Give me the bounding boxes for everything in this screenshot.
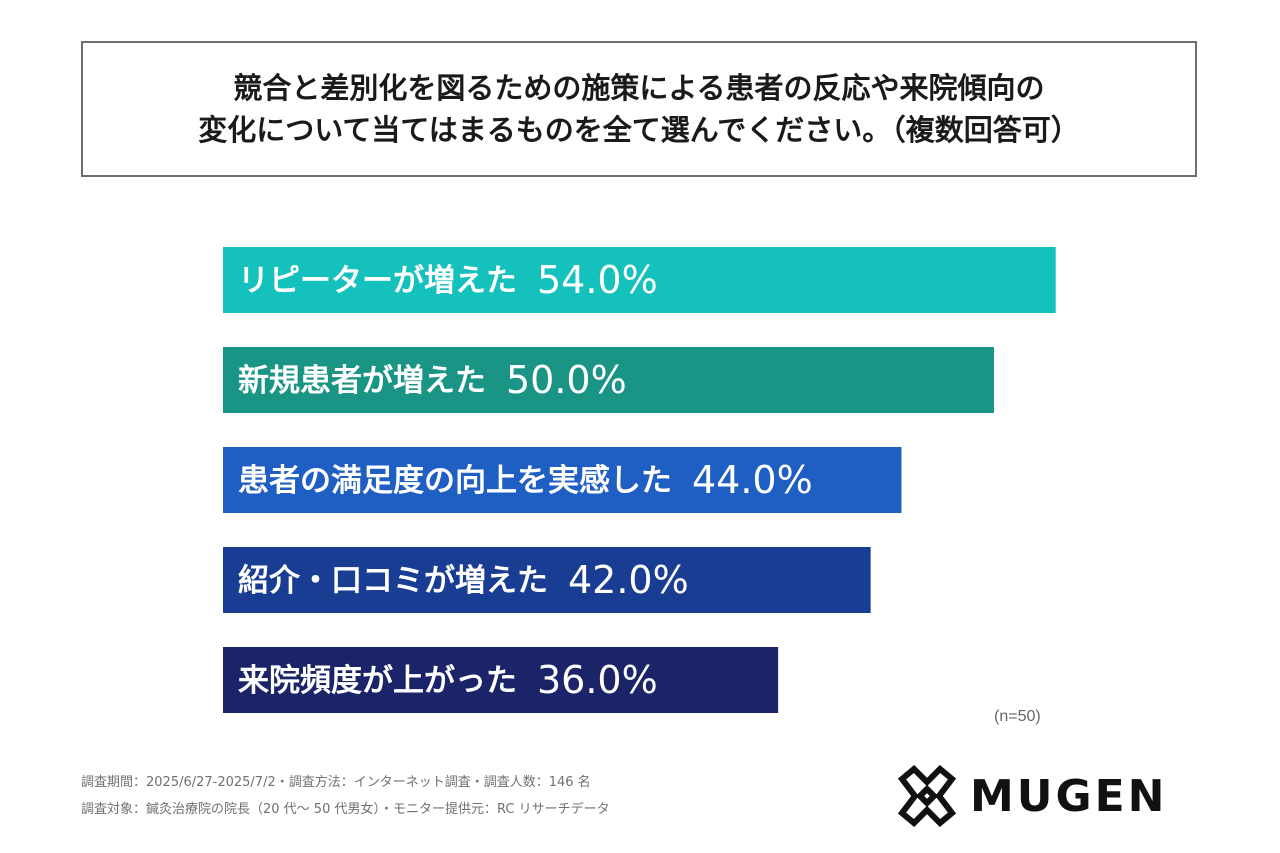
mugen-logo: MUGEN — [896, 764, 1168, 828]
bar-1 — [223, 247, 1056, 313]
bar-label-1: リピーターが増えた — [238, 263, 517, 299]
bar-2 — [223, 347, 994, 413]
bar-label-5: 来院頻度が上がった — [238, 663, 517, 699]
bar-value-3: 44.0% — [692, 458, 813, 502]
survey-target-footnote: 調査対象：鍼灸治療院の院長（20 代～ 50 代男女）・モニター提供元：RC リ… — [81, 802, 610, 817]
bar-label-2: 新規患者が増えた — [238, 363, 486, 399]
sample-size-note: (n=50) — [994, 708, 1041, 725]
question-title-line-2: 変化について当てはまるものを全て選んでください。（複数回答可） — [198, 113, 1080, 147]
bar-label-3: 患者の満足度の向上を実感した — [238, 463, 672, 499]
question-title-box: 競合と差別化を図るための施策による患者の反応や来院傾向の 変化について当てはまる… — [81, 41, 1197, 177]
survey-period-footnote: 調査期間：2025/6/27-2025/7/2・調査方法：インターネット調査・調… — [81, 775, 591, 790]
logo-text: MUGEN — [970, 770, 1168, 822]
bar-value-2: 50.0% — [506, 358, 627, 402]
question-title-line-1: 競合と差別化を図るための施策による患者の反応や来院傾向の — [233, 71, 1045, 105]
bar-5 — [223, 647, 779, 713]
bar-value-5: 36.0% — [537, 658, 658, 702]
bar-3 — [223, 447, 902, 513]
bar-value-4: 42.0% — [568, 558, 689, 602]
bar-value-1: 54.0% — [537, 258, 658, 302]
bar-4 — [223, 547, 871, 613]
bar-label-4: 紹介・口コミが増えた — [238, 563, 548, 599]
mugen-x-icon — [897, 765, 957, 827]
